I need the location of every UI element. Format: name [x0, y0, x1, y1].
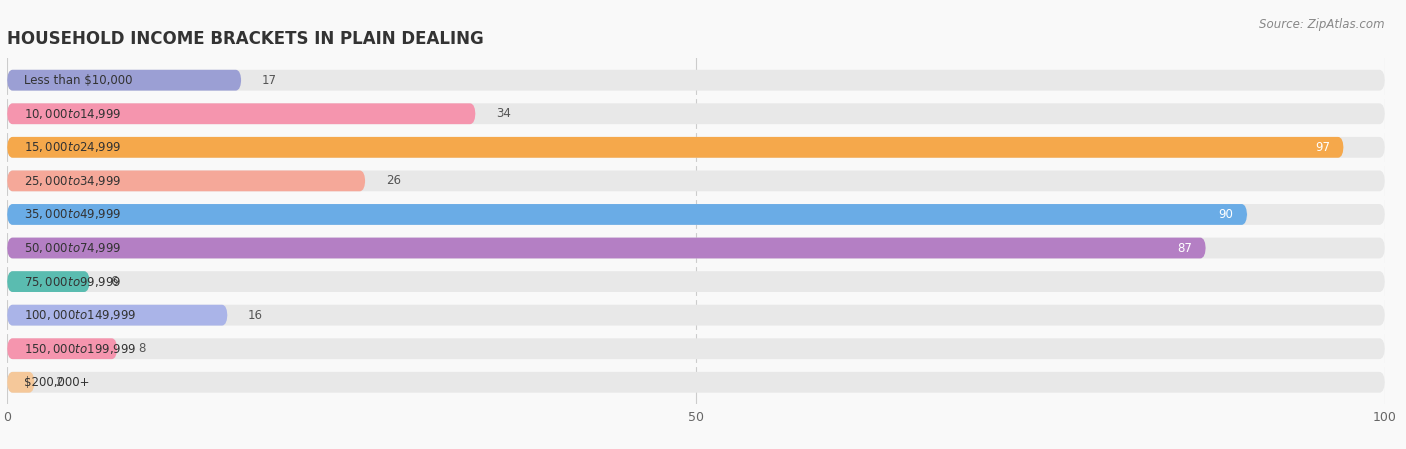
FancyBboxPatch shape — [7, 338, 1385, 359]
FancyBboxPatch shape — [7, 271, 90, 292]
Text: $50,000 to $74,999: $50,000 to $74,999 — [24, 241, 121, 255]
Text: HOUSEHOLD INCOME BRACKETS IN PLAIN DEALING: HOUSEHOLD INCOME BRACKETS IN PLAIN DEALI… — [7, 31, 484, 48]
FancyBboxPatch shape — [7, 171, 366, 191]
FancyBboxPatch shape — [7, 70, 1385, 91]
Text: Source: ZipAtlas.com: Source: ZipAtlas.com — [1260, 18, 1385, 31]
FancyBboxPatch shape — [7, 372, 35, 393]
FancyBboxPatch shape — [7, 171, 1385, 191]
Text: $75,000 to $99,999: $75,000 to $99,999 — [24, 275, 121, 289]
Text: $25,000 to $34,999: $25,000 to $34,999 — [24, 174, 121, 188]
Text: 87: 87 — [1177, 242, 1192, 255]
Text: $15,000 to $24,999: $15,000 to $24,999 — [24, 141, 121, 154]
FancyBboxPatch shape — [7, 305, 1385, 326]
FancyBboxPatch shape — [7, 338, 117, 359]
Text: 26: 26 — [387, 174, 401, 187]
Text: 2: 2 — [55, 376, 63, 389]
Text: Less than $10,000: Less than $10,000 — [24, 74, 132, 87]
FancyBboxPatch shape — [7, 137, 1385, 158]
Text: $150,000 to $199,999: $150,000 to $199,999 — [24, 342, 136, 356]
Text: 16: 16 — [249, 308, 263, 321]
Text: 90: 90 — [1219, 208, 1233, 221]
Text: 6: 6 — [111, 275, 118, 288]
FancyBboxPatch shape — [7, 70, 242, 91]
Text: $10,000 to $14,999: $10,000 to $14,999 — [24, 107, 121, 121]
FancyBboxPatch shape — [7, 372, 1385, 393]
FancyBboxPatch shape — [7, 238, 1385, 259]
Text: 97: 97 — [1315, 141, 1330, 154]
FancyBboxPatch shape — [7, 204, 1385, 225]
Text: $200,000+: $200,000+ — [24, 376, 89, 389]
Text: 8: 8 — [138, 342, 145, 355]
FancyBboxPatch shape — [7, 271, 1385, 292]
FancyBboxPatch shape — [7, 305, 228, 326]
Text: 17: 17 — [262, 74, 277, 87]
Text: $100,000 to $149,999: $100,000 to $149,999 — [24, 308, 136, 322]
FancyBboxPatch shape — [7, 137, 1344, 158]
Text: $35,000 to $49,999: $35,000 to $49,999 — [24, 207, 121, 221]
FancyBboxPatch shape — [7, 103, 1385, 124]
FancyBboxPatch shape — [7, 103, 475, 124]
FancyBboxPatch shape — [7, 204, 1247, 225]
FancyBboxPatch shape — [7, 238, 1206, 259]
Text: 34: 34 — [496, 107, 510, 120]
